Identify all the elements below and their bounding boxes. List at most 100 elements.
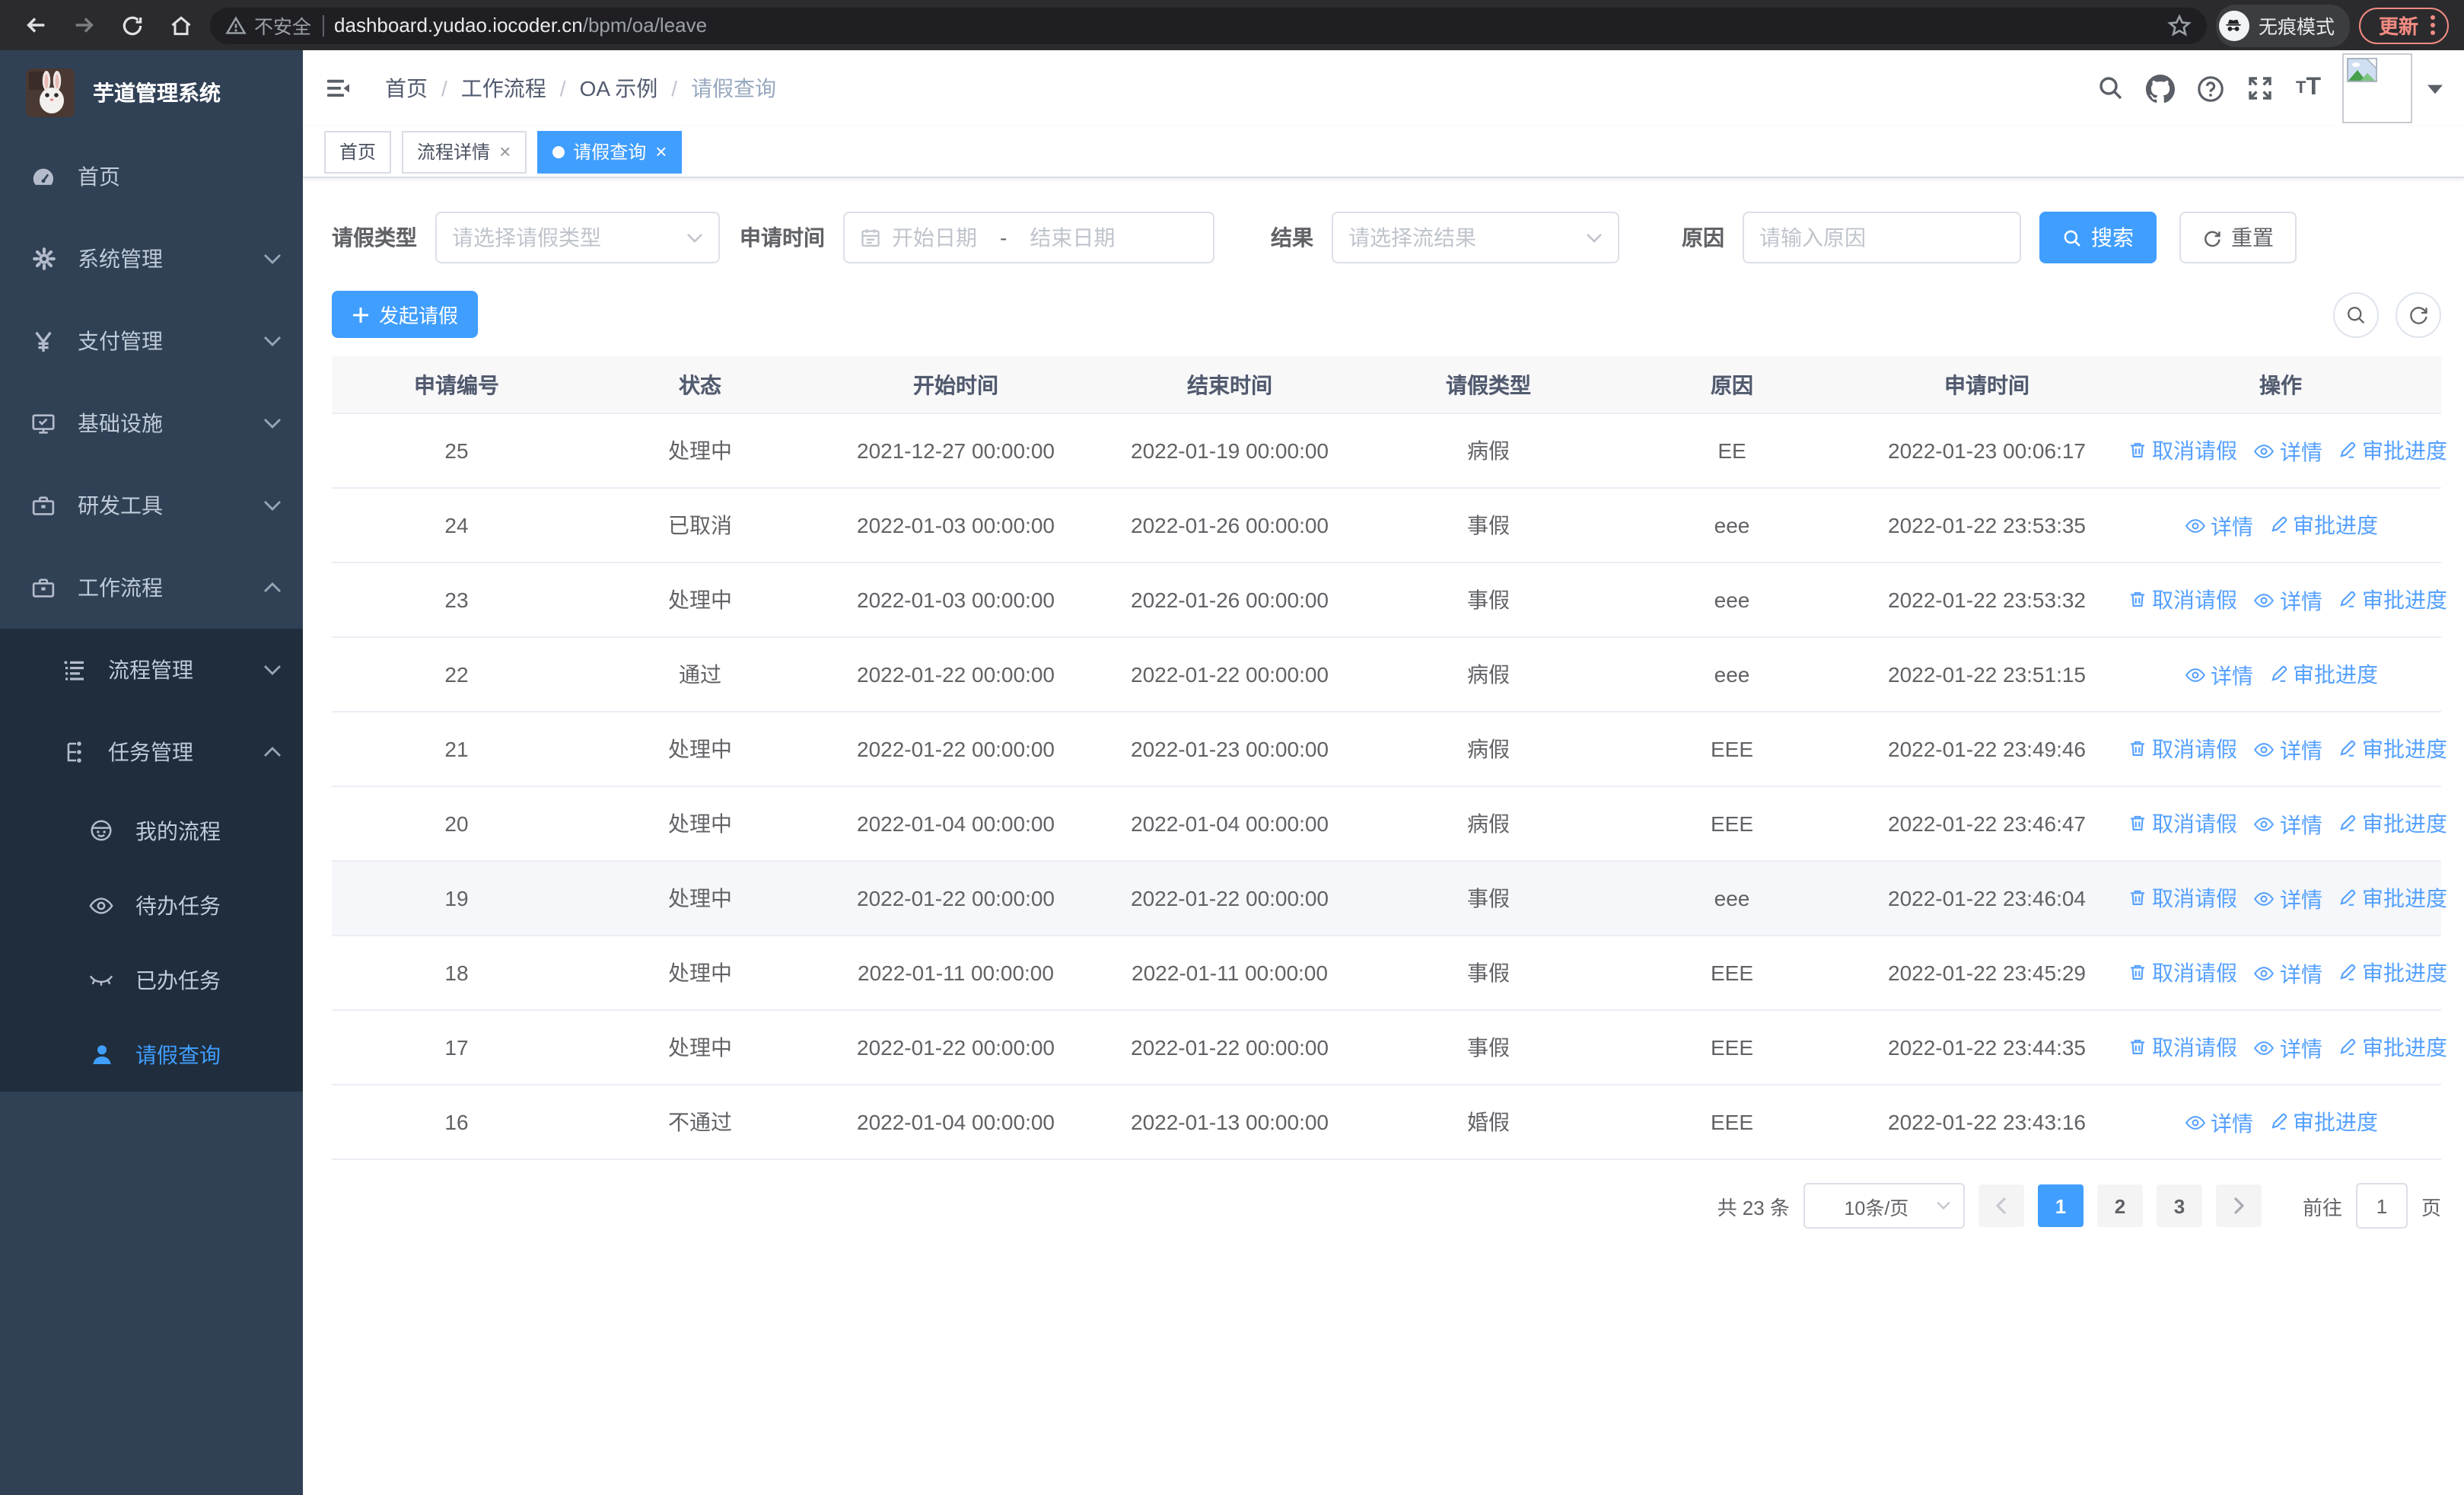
action-progress-link[interactable]: 审批进度 [2338,957,2447,987]
action-progress-link[interactable]: 审批进度 [2338,435,2447,465]
update-button[interactable]: 更新 [2358,7,2449,43]
sidebar-item-5[interactable]: 研发工具 [0,464,303,547]
action-cancel-link[interactable]: 取消请假 [2128,584,2237,614]
close-icon[interactable]: × [655,140,667,163]
browser-menu-icon[interactable] [2431,15,2435,35]
github-icon[interactable] [2146,74,2176,103]
sidebar-item-12[interactable]: 请假查询 [0,1017,303,1092]
reset-button[interactable]: 重置 [2179,212,2297,263]
table-row: 25 处理中 2021-12-27 00:00:00 2022-01-19 00:00… [332,413,2447,489]
action-detail-link[interactable]: 详情 [2183,660,2253,690]
address-bar[interactable]: 不安全 dashboard.yudao.iocoder.cn/bpm/oa/le… [210,7,2207,43]
show-search-button[interactable] [2333,292,2379,337]
result-select[interactable]: 请选择流结果 [1332,212,1619,263]
action-detail-link[interactable]: 详情 [2183,511,2253,541]
sidebar-item-8[interactable]: 任务管理 [0,711,303,793]
sidebar-item-6[interactable]: 工作流程 [0,547,303,629]
cell-applied: 2022-01-23 00:06:17 [1854,413,2120,489]
cell-end: 2022-01-22 00:00:00 [1093,861,1367,936]
page-1-button[interactable]: 1 [2037,1184,2084,1227]
leave-type-select[interactable]: 请选择请假类型 [435,212,720,263]
sidebar-item-10[interactable]: 待办任务 [0,868,303,942]
tab-home[interactable]: 首页 [324,130,392,173]
apply-time-range-picker[interactable]: 开始日期 - 结束日期 [843,212,1214,263]
sidebar-logo[interactable]: 芋道管理系统 [0,50,303,135]
next-page-button[interactable] [2215,1184,2262,1227]
create-leave-button[interactable]: 发起请假 [332,291,479,338]
chevron-down-icon [263,253,282,265]
browser-back-icon[interactable] [15,5,55,45]
browser-forward-icon[interactable] [64,5,103,45]
chevron-down-icon [263,417,282,429]
search-button[interactable]: 搜索 [2039,212,2157,263]
tab-leave-query[interactable]: 请假查询 × [536,130,683,173]
cell-id: 24 [332,488,581,563]
col-type: 请假类型 [1367,356,1610,414]
action-progress-link[interactable]: 审批进度 [2268,509,2378,540]
action-cancel-link[interactable]: 取消请假 [2128,435,2237,465]
security-warning[interactable]: 不安全 [225,11,311,40]
sidebar-item-11[interactable]: 已办任务 [0,942,303,1017]
breadcrumb-workflow[interactable]: 工作流程 [460,76,546,100]
avatar-caret-icon[interactable] [2427,83,2443,94]
cell-type: 事假 [1367,563,1610,638]
action-detail-link[interactable]: 详情 [2252,735,2322,765]
page-size-select[interactable]: 10条/页 [1803,1183,1965,1229]
action-progress-link[interactable]: 审批进度 [2338,733,2447,763]
page-3-button[interactable]: 3 [2156,1184,2202,1227]
help-icon[interactable] [2197,74,2226,103]
browser-home-icon[interactable] [161,5,201,45]
cell-start: 2022-01-03 00:00:00 [819,563,1093,638]
action-progress-link[interactable]: 审批进度 [2338,882,2447,913]
prev-page-button[interactable] [1978,1184,2024,1227]
sidebar-item-4[interactable]: 基础设施 [0,382,303,464]
action-cancel-link[interactable]: 取消请假 [2128,733,2237,763]
breadcrumb-home[interactable]: 首页 [385,76,428,100]
action-cancel-link[interactable]: 取消请假 [2128,1031,2237,1062]
cell-id: 23 [332,563,581,638]
browser-reload-icon[interactable] [113,5,152,45]
sidebar-item-7[interactable]: 流程管理 [0,629,303,711]
apply-time-label: 申请时间 [740,225,825,250]
breadcrumb-oa[interactable]: OA 示例 [579,76,658,100]
action-progress-link[interactable]: 审批进度 [2268,1106,2378,1136]
sidebar-item-1[interactable]: 首页 [0,135,303,218]
action-detail-link[interactable]: 详情 [2252,436,2322,467]
action-cancel-link[interactable]: 取消请假 [2128,808,2237,838]
action-progress-link[interactable]: 审批进度 [2338,584,2447,614]
action-detail-link[interactable]: 详情 [2252,884,2322,914]
cell-end: 2022-01-11 00:00:00 [1093,936,1367,1011]
action-progress-link[interactable]: 审批进度 [2268,658,2378,689]
action-progress-link[interactable]: 审批进度 [2338,1031,2447,1062]
action-cancel-link[interactable]: 取消请假 [2128,957,2237,987]
chevron-down-icon [263,499,282,512]
cell-status: 处理中 [581,712,819,787]
action-detail-link[interactable]: 详情 [2252,809,2322,840]
cell-type: 事假 [1367,488,1610,563]
action-detail-link[interactable]: 详情 [2252,958,2322,989]
reason-input[interactable]: 请输入原因 [1743,212,2021,263]
action-detail-link[interactable]: 详情 [2252,585,2322,616]
action-detail-link[interactable]: 详情 [2183,1108,2253,1138]
bookmark-star-icon[interactable] [2167,13,2192,37]
chevron-down-icon [263,335,282,347]
fullscreen-icon[interactable] [2247,75,2275,102]
tab-process-detail[interactable]: 流程详情 × [402,130,527,173]
refresh-button[interactable] [2396,292,2441,337]
page-2-button[interactable]: 2 [2096,1184,2143,1227]
goto-page-input[interactable]: 1 [2355,1183,2408,1229]
action-progress-link[interactable]: 审批进度 [2338,808,2447,838]
sidebar-item-3[interactable]: 支付管理 [0,300,303,382]
action-detail-link[interactable]: 详情 [2252,1033,2322,1063]
close-icon[interactable]: × [499,140,511,163]
user-avatar[interactable] [2342,53,2412,123]
search-icon[interactable] [2098,75,2125,102]
action-cancel-link[interactable]: 取消请假 [2128,882,2237,913]
sidebar-item-9[interactable]: 我的流程 [0,793,303,868]
sidebar-item-2[interactable]: 系统管理 [0,218,303,300]
col-end: 结束时间 [1093,356,1367,414]
page-content: 请假类型 请选择请假类型 申请时间 开始日期 - 结束日期 结果 请选择流结果 [303,178,2464,1495]
sidebar-toggle-icon[interactable] [324,75,373,102]
cell-reason: eee [1610,637,1854,712]
